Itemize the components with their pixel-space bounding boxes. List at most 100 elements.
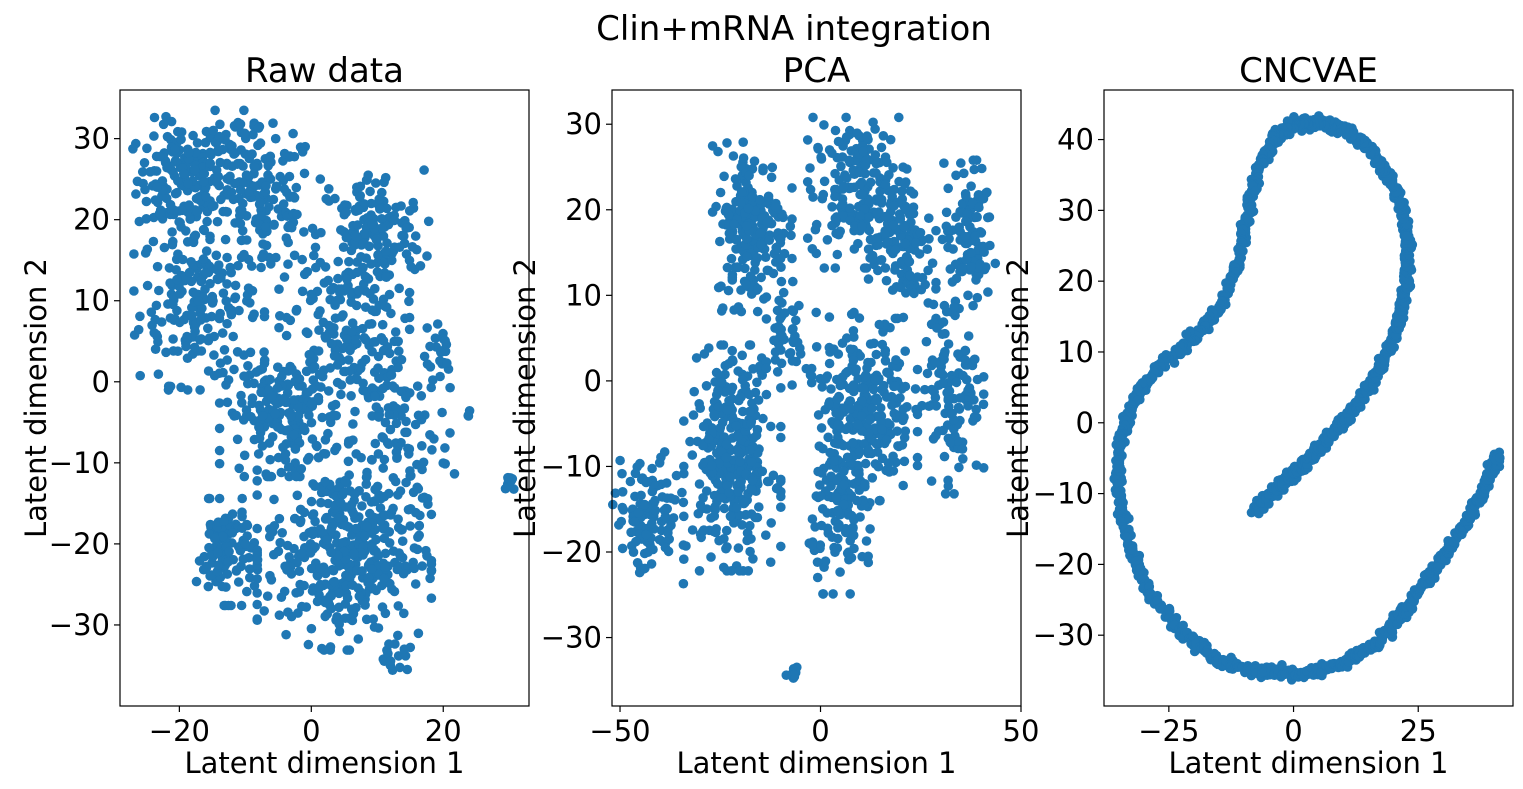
data-point [850,221,860,231]
data-point [167,227,177,237]
data-point [141,214,152,224]
data-point [715,187,726,198]
data-point [863,244,874,254]
data-point [195,335,205,345]
data-point [654,458,665,468]
data-point [824,399,834,409]
x-tick-label: −20 [149,714,210,748]
data-point [716,340,726,350]
data-point [301,327,312,337]
data-point [189,342,200,353]
data-point [302,266,313,277]
data-point [780,308,790,318]
data-point [725,472,736,482]
data-point [276,467,287,478]
data-point [791,315,801,326]
data-point [146,307,157,318]
data-point [911,238,921,248]
data-point [395,486,406,496]
data-point [979,247,989,257]
data-point [242,531,252,541]
data-point [617,543,628,554]
data-point [811,219,822,230]
data-point [966,181,976,191]
data-point [384,409,395,420]
data-point [378,463,389,473]
x-tick-label: −25 [1138,714,1199,748]
data-point [348,508,359,519]
data-point [317,528,328,538]
data-point [922,244,933,254]
data-point [707,467,718,478]
data-point [848,326,859,336]
data-point [299,168,310,179]
data-point [877,339,888,350]
data-point [366,259,376,269]
data-point [225,171,235,182]
data-point [438,458,449,468]
data-point [239,350,249,360]
data-point [1181,329,1191,340]
data-point [845,404,855,415]
data-point [374,412,384,422]
data-point [329,576,340,587]
data-point [223,557,233,567]
data-point [887,400,897,411]
data-point [181,226,191,236]
data-point [828,344,839,355]
data-point [291,182,302,193]
data-point [429,434,439,444]
data-point [394,346,404,356]
data-point [610,488,621,499]
data-point [500,483,511,494]
data-point [189,164,200,175]
data-point [291,304,302,315]
data-point [427,445,437,455]
data-point [401,477,411,488]
data-point [776,432,786,443]
data-point [249,309,259,320]
data-point [325,363,336,373]
y-tick-label: 20 [1057,264,1094,298]
data-point [954,222,964,232]
data-point [720,387,730,397]
data-point [363,170,374,180]
data-point [971,460,982,471]
data-point [931,284,941,294]
data-point [722,405,733,416]
data-point [306,623,317,634]
data-point [820,556,831,566]
data-point [245,572,255,583]
data-point [243,361,253,371]
data-point [150,195,161,205]
y-axis-label: Latent dimension 2 [19,258,53,538]
data-point [924,401,934,412]
data-point [836,161,846,172]
data-point [753,284,763,294]
data-point [335,287,345,298]
data-point [405,521,416,531]
data-point [379,454,390,465]
data-point [135,311,145,322]
data-point [966,262,976,272]
data-point [954,404,965,414]
x-tick-label: 20 [425,714,462,748]
data-point [842,452,853,463]
data-point [865,177,876,188]
data-point [236,390,246,401]
data-point [217,328,228,338]
data-point [159,242,170,253]
data-point [135,370,145,381]
data-point [747,475,758,486]
data-point [806,377,817,388]
data-point [842,366,853,377]
data-point [129,286,139,296]
data-point [201,562,212,573]
data-point [939,451,950,462]
data-point [294,566,305,576]
data-point [631,536,641,547]
data-point [395,550,406,561]
data-point [360,600,370,610]
data-point [630,468,641,479]
data-point [406,262,416,272]
